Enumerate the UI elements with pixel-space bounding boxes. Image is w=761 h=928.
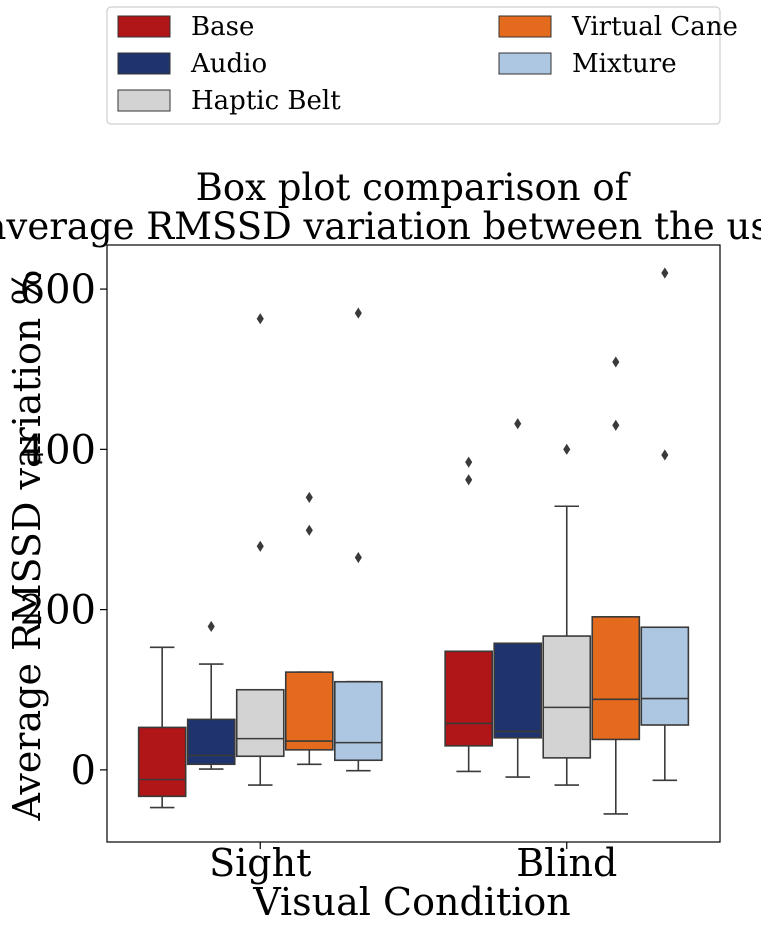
legend-swatch-haptic-belt [117,89,171,112]
box-iqr [235,688,285,758]
outlier-point [661,449,669,461]
plot-area: 0 200 400 600 Sight Blind [20,267,690,885]
outlier-point [612,419,620,431]
y-axis-label: Average RMSSD variation % [5,269,49,821]
outlier-point [514,418,522,430]
axes-frame [106,244,721,843]
box-audio-blind [493,418,543,778]
box-iqr [493,642,543,739]
y-tick-label: 400 [20,427,96,473]
legend-label-mixture: Mixture [572,49,677,79]
box-iqr [444,650,494,747]
outlier-point [661,267,669,279]
outlier-point [354,307,362,319]
outlier-point [612,356,620,368]
outlier-point [465,456,473,468]
legend-swatch-audio [117,52,171,75]
legend-label-virtual-cane: Virtual Cane [571,12,738,42]
legend-swatch-virtual-cane [498,15,552,38]
outlier-point [256,313,264,325]
box-iqr [333,680,383,762]
legend-label-audio: Audio [190,49,267,79]
box-base-sight [137,646,187,809]
box-mixture-blind [640,267,690,782]
chart-title-line-2: average RMSSD variation between the user… [0,205,761,248]
box-audio-sight [186,620,236,770]
x-tick-label: Sight [209,841,311,885]
box-iqr [542,635,592,759]
legend-swatch-mixture [498,52,552,75]
legend-label-base: Base [191,12,254,42]
box-base-blind [444,456,494,773]
outlier-point [305,491,313,503]
outlier-point [563,443,571,455]
x-axis-label: Visual Condition [252,880,570,924]
box-haptic-belt-blind [542,443,592,786]
outlier-point [207,620,215,632]
legend-swatch-base [117,15,171,38]
legend-box [106,6,721,125]
legend-label-haptic-belt: Haptic Belt [191,86,341,116]
box-virtual-cane-sight [284,491,334,766]
box-iqr [640,626,690,726]
x-tick-label: Blind [516,841,617,885]
outlier-point [305,524,313,536]
box-mixture-sight [333,307,383,772]
outlier-point [465,474,473,486]
y-tick-label: 0 [71,748,96,794]
box-iqr [186,718,236,766]
box-iqr [284,671,334,751]
y-tick-label: 200 [20,588,96,634]
y-tick-label: 600 [20,267,96,313]
box-iqr [591,616,641,741]
legend: Base Audio Haptic Belt Virtual Cane Mixture [117,12,738,116]
box-iqr [137,726,187,798]
box-haptic-belt-sight [235,313,285,786]
outlier-point [354,551,362,564]
outlier-point [256,540,264,552]
box-virtual-cane-blind [591,356,641,815]
chart-title-line-1: Box plot comparison of [196,166,631,209]
